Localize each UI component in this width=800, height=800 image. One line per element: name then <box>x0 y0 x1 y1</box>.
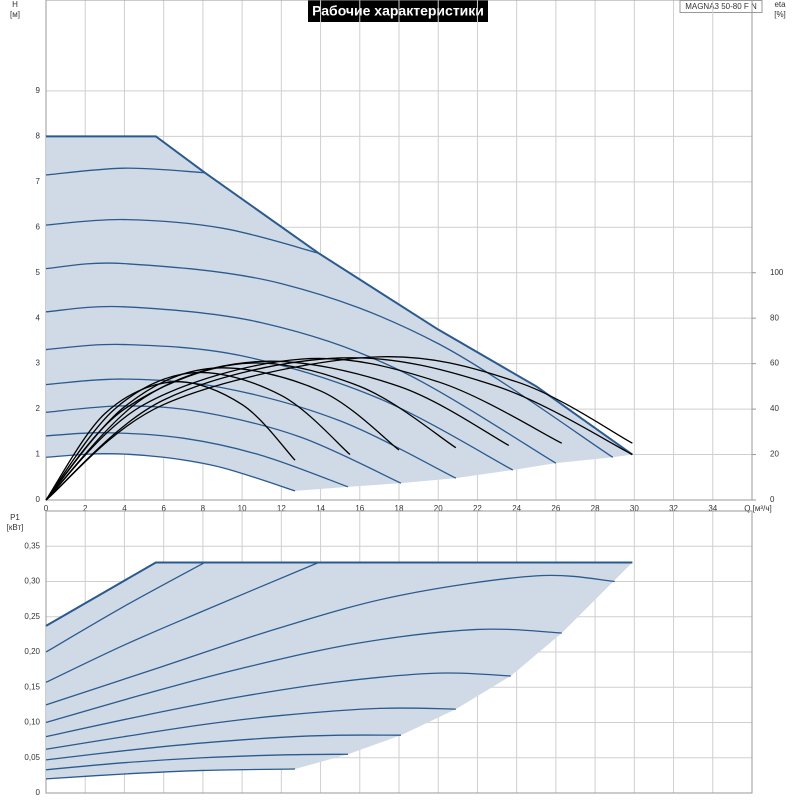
x-tick-label: 12 <box>277 504 286 513</box>
performance-curve <box>45 305 557 464</box>
x-tick-label: 4 <box>122 504 127 513</box>
x-tick-label: 6 <box>161 504 166 513</box>
y-tick-label: 0,20 <box>24 647 40 656</box>
x-tick-label: 26 <box>551 504 560 513</box>
y-tick-label: 0,10 <box>24 718 40 727</box>
efficiency-curve <box>45 362 457 501</box>
y-tick-label: 9 <box>36 86 41 95</box>
y2-tick-label: 60 <box>770 359 779 368</box>
performance-curve <box>45 574 615 706</box>
performance-curve <box>45 561 319 683</box>
x-tick-label: 24 <box>512 504 521 513</box>
performance-curve <box>45 343 514 471</box>
y-tick-label: 5 <box>36 268 41 277</box>
y2-tick-label: 80 <box>770 313 779 322</box>
performance-curve <box>45 734 401 761</box>
performance-curve <box>45 167 205 176</box>
x-tick-label: 22 <box>473 504 482 513</box>
y-axis-label: P1 <box>10 513 20 522</box>
performance-curve <box>45 672 511 738</box>
y2-tick-label: 20 <box>770 450 779 459</box>
operating-range <box>46 136 633 491</box>
y-axis-label: H <box>12 0 18 9</box>
y-tick-label: 4 <box>36 313 41 322</box>
performance-curve <box>45 378 457 479</box>
performance-curve <box>45 768 296 780</box>
x-tick-label: 32 <box>669 504 678 513</box>
performance-curve <box>45 405 402 484</box>
y2-tick-label: 0 <box>770 495 775 504</box>
y-tick-label: 0,35 <box>24 541 40 550</box>
x-axis-label: Q [м³/ч] <box>744 504 771 513</box>
efficiency-curve <box>45 357 563 501</box>
performance-curve <box>45 628 562 724</box>
performance-curve <box>45 561 206 653</box>
operating-range <box>46 562 633 779</box>
efficiency-curve <box>45 360 510 501</box>
y-tick-label: 0 <box>36 495 41 504</box>
y2-axis-label: eta <box>774 0 786 9</box>
efficiency-curve <box>45 357 633 501</box>
performance-curve <box>45 262 614 458</box>
efficiency-curve <box>45 371 351 501</box>
x-tick-label: 10 <box>238 504 247 513</box>
performance-curve <box>45 753 349 771</box>
y-tick-label: 0,30 <box>24 577 40 586</box>
y-tick-label: 2 <box>36 404 41 413</box>
performance-curve <box>45 452 296 492</box>
x-tick-label: 18 <box>395 504 404 513</box>
x-tick-label: 2 <box>83 504 88 513</box>
y-axis-unit: [кВт] <box>7 523 24 532</box>
y-tick-label: 6 <box>36 222 41 231</box>
y-axis-unit: [м] <box>10 10 20 19</box>
y-tick-label: 1 <box>36 450 41 459</box>
title-box <box>308 0 488 22</box>
y-tick-label: 7 <box>36 177 41 186</box>
performance-curve <box>45 218 319 254</box>
y-tick-label: 0,25 <box>24 612 40 621</box>
y2-tick-label: 40 <box>770 404 779 413</box>
y-tick-label: 3 <box>36 359 41 368</box>
x-tick-label: 30 <box>630 504 639 513</box>
y2-tick-label: 100 <box>770 268 784 277</box>
performance-curve <box>45 432 349 488</box>
x-tick-label: 28 <box>591 504 600 513</box>
performance-curve <box>45 561 633 627</box>
x-tick-label: 0 <box>44 504 49 513</box>
x-tick-label: 34 <box>708 504 717 513</box>
performance-curve <box>45 707 456 750</box>
y-tick-label: 0,05 <box>24 753 40 762</box>
y-tick-label: 8 <box>36 131 41 140</box>
x-tick-label: 20 <box>434 504 443 513</box>
model-label: MAGNA3 50-80 F N <box>685 2 757 11</box>
y-tick-label: 0,15 <box>24 682 40 691</box>
x-tick-label: 16 <box>355 504 364 513</box>
x-tick-label: 14 <box>316 504 325 513</box>
chart-title: Рабочие характеристики <box>312 3 484 19</box>
efficiency-curve <box>45 356 633 501</box>
y-tick-label: 0 <box>36 788 41 797</box>
x-tick-label: 8 <box>201 504 206 513</box>
y2-axis-unit: [%] <box>774 10 786 19</box>
